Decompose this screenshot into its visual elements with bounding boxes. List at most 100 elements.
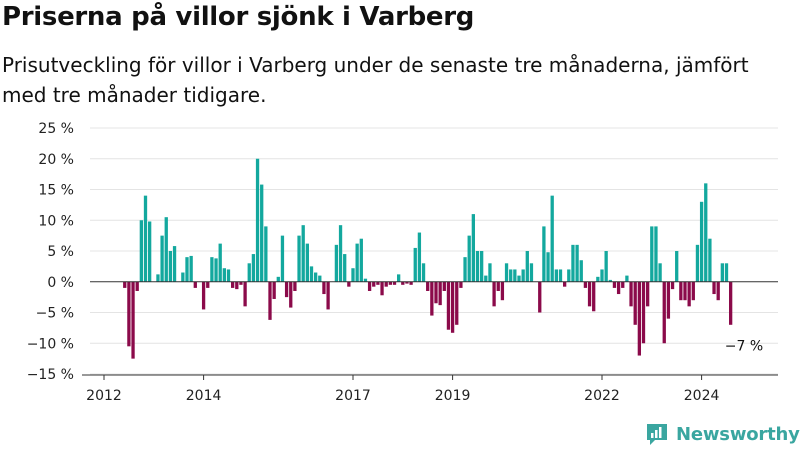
bar [210, 257, 214, 282]
bar [683, 281, 687, 301]
bar [309, 266, 314, 282]
bar [280, 235, 285, 282]
page-subtitle: Prisutveckling för villor i Varberg unde… [2, 53, 749, 107]
bar [500, 281, 505, 301]
bar [235, 281, 239, 290]
bar [612, 281, 617, 288]
bar [529, 263, 534, 282]
chart-grid [90, 127, 778, 375]
bar [359, 238, 363, 282]
bar [567, 269, 571, 282]
bar [164, 217, 168, 282]
bar [604, 251, 608, 282]
y-tick-label: 5 % [47, 244, 74, 260]
bar [675, 251, 679, 282]
bar [260, 184, 264, 282]
x-tick-label: 2019 [435, 388, 471, 404]
bar [131, 281, 135, 359]
bar [484, 275, 488, 282]
chart-labels: 25 % 20 % 15 % 10 % 5 % 0 % −5 % −10 % −15 % 2012… [27, 121, 764, 404]
bar [226, 269, 231, 282]
y-tick-label: 25 % [38, 121, 74, 137]
bar [724, 263, 729, 282]
bar [251, 254, 256, 282]
bar [563, 281, 567, 287]
bar [301, 225, 305, 282]
bar [538, 281, 542, 313]
bar [268, 281, 272, 320]
bar [708, 238, 712, 282]
bar [326, 281, 330, 310]
bar [148, 221, 152, 282]
bar [363, 278, 368, 282]
bar [139, 220, 143, 282]
bar [388, 281, 392, 285]
bar [583, 281, 588, 288]
bar [575, 244, 579, 282]
bar [276, 276, 280, 282]
bar [646, 281, 650, 307]
bar [504, 263, 509, 282]
bar [509, 269, 513, 282]
y-tick-label: 10 % [38, 213, 74, 229]
bar [305, 243, 309, 282]
bar [181, 272, 185, 282]
bar [670, 281, 675, 290]
x-tick-label: 2024 [684, 388, 720, 404]
bar [492, 281, 496, 307]
bar [239, 281, 243, 285]
bar [471, 214, 475, 282]
bar [558, 269, 563, 282]
bar [716, 281, 720, 301]
x-tick-label: 2012 [86, 388, 122, 404]
bar [608, 279, 612, 282]
bar [729, 281, 733, 325]
bar [650, 226, 654, 282]
bar [525, 251, 529, 282]
bar [347, 281, 351, 287]
y-tick-label: 0 % [47, 275, 74, 291]
bar [372, 281, 376, 287]
bar [633, 281, 637, 325]
brand-logo: Newsworthy [644, 420, 800, 448]
bar [355, 243, 359, 282]
chart-axes [82, 281, 778, 380]
bar [488, 263, 492, 282]
y-tick-label: 15 % [38, 183, 74, 199]
bar [413, 247, 417, 282]
bar [392, 281, 397, 285]
bar [600, 269, 604, 282]
bar [496, 281, 500, 291]
bar [409, 281, 413, 285]
bar [172, 246, 177, 282]
bar [214, 258, 218, 282]
bar [554, 269, 558, 282]
bar [550, 195, 554, 282]
bar [264, 226, 268, 282]
bar [289, 281, 293, 308]
bar [255, 158, 260, 282]
bar [442, 281, 446, 291]
bar [401, 281, 405, 285]
newsworthy-logo-icon [647, 424, 667, 445]
bar [691, 281, 695, 301]
bar [450, 281, 455, 333]
bar [185, 257, 189, 282]
bar [546, 252, 550, 282]
bar [417, 232, 422, 282]
bar [127, 281, 131, 347]
bar [666, 281, 671, 319]
bar [621, 281, 625, 288]
bar [587, 281, 592, 307]
bar [397, 274, 401, 282]
bar [222, 268, 226, 282]
bar [517, 275, 521, 282]
bar [189, 255, 193, 282]
bar [231, 281, 235, 288]
brand-name: Newsworthy [676, 423, 800, 445]
bar [143, 195, 148, 282]
bar [384, 281, 388, 287]
y-tick-label: 20 % [38, 152, 74, 168]
bar [430, 281, 434, 316]
